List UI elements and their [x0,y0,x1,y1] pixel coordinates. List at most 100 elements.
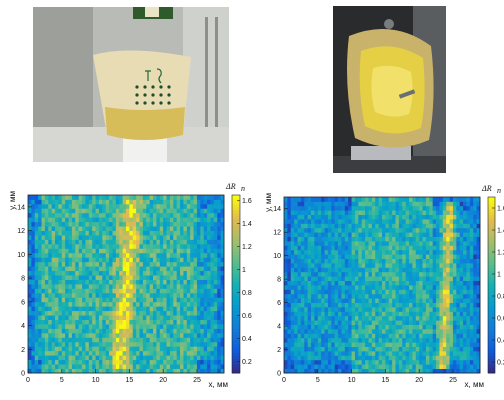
heatmap-cell [361,223,366,229]
colorbar-segment [488,255,495,260]
heatmap-cell [129,266,134,272]
heatmap-cell [321,364,325,369]
heatmap-cell [300,254,305,259]
heatmap-cell [371,276,376,281]
heatmap-cell [88,203,93,209]
heatmap-cell [463,263,467,268]
heatmap-cell [382,205,386,211]
heatmap-cell [136,288,140,294]
heatmap-cell [58,328,63,334]
heatmap-cell [41,310,46,316]
heatmap-cell [409,223,413,229]
heatmap-cell [28,355,32,361]
heatmap-cell [463,289,467,295]
heatmap-cell [38,243,42,249]
heatmap-cell [294,302,298,308]
heatmap-cell [200,266,205,272]
heatmap-cell [119,306,124,312]
heatmap-cell [109,368,113,374]
heatmap-cell [217,217,222,223]
heatmap-cell [368,214,373,220]
heatmap-cell [163,239,167,245]
heatmap-cell [82,261,86,267]
heatmap-cell [398,232,403,237]
heatmap-cell [419,254,423,259]
heatmap-cell [38,226,42,231]
heatmap-cell [71,341,76,347]
heatmap-cell [136,341,140,347]
heatmap-cell [378,263,383,268]
heatmap-cell [149,203,154,209]
heatmap-cell [436,219,440,224]
heatmap-cell [122,359,127,365]
heatmap-cell [210,275,215,280]
heatmap-cell [34,217,39,223]
heatmap-cell [82,212,86,218]
heatmap-cell [338,311,342,317]
heatmap-cell [321,245,325,251]
heatmap-cell [65,266,69,272]
heatmap-cell [314,368,319,374]
heatmap-cell [65,252,69,258]
heatmap-cell [139,261,144,267]
heatmap-cell [287,271,292,277]
heatmap-cell [317,267,322,273]
heatmap-cell [344,337,349,343]
heatmap-cell [442,298,447,303]
heatmap-cell [48,350,53,356]
colorbar-tick-label: 1.2 [497,250,504,257]
heatmap-cell [78,195,83,200]
heatmap-cell [371,280,376,286]
heatmap-cell [463,307,467,312]
heatmap-cell [196,364,201,369]
heatmap-cell [317,364,322,369]
heatmap-cell [439,333,444,339]
heatmap-cell [365,236,369,242]
heatmap-cell [68,359,73,365]
heatmap-cell [119,243,124,249]
heatmap-cell [115,297,120,303]
heatmap-cell [200,243,205,249]
heatmap-cell [65,346,69,352]
heatmap-cell [28,239,32,245]
heatmap-cell [415,219,420,224]
heatmap-cell [88,346,93,352]
heatmap-cell [449,249,454,255]
heatmap-cell [415,285,420,290]
colorbar-segment [232,275,240,279]
heatmap-cell [180,301,184,307]
heatmap-cell [473,359,478,365]
heatmap-cell [41,221,46,227]
heatmap-cell [473,271,478,277]
heatmap-cell [415,324,420,330]
heatmap-cell [344,210,349,215]
heatmap-cell [180,341,184,347]
heatmap-cell [28,301,32,307]
heatmap-cell [392,249,396,255]
heatmap-cell [180,252,184,258]
heatmap-cell [176,350,181,356]
heatmap-cell [338,245,342,251]
heatmap-cell [365,258,369,264]
heatmap-cell [115,310,120,316]
heatmap-cell [122,226,127,231]
heatmap-cell [449,359,454,365]
heatmap-cell [375,271,380,277]
heatmap-cell [388,271,393,277]
heatmap-cell [102,301,107,307]
heatmap-cell [34,226,39,231]
heatmap-cell [119,248,124,254]
heatmap-cell [297,342,302,347]
heatmap-cell [186,328,191,334]
heatmap-cell [65,297,69,303]
heatmap-cell [48,297,53,303]
heatmap-cell [173,332,178,338]
heatmap-cell [28,203,32,209]
heatmap-cell [41,364,46,369]
heatmap-cell [203,257,208,263]
heatmap-cell [55,239,59,245]
heatmap-cell [382,285,386,290]
heatmap-cell [395,236,400,242]
heatmap-cell [92,217,96,223]
heatmap-cell [354,307,359,312]
